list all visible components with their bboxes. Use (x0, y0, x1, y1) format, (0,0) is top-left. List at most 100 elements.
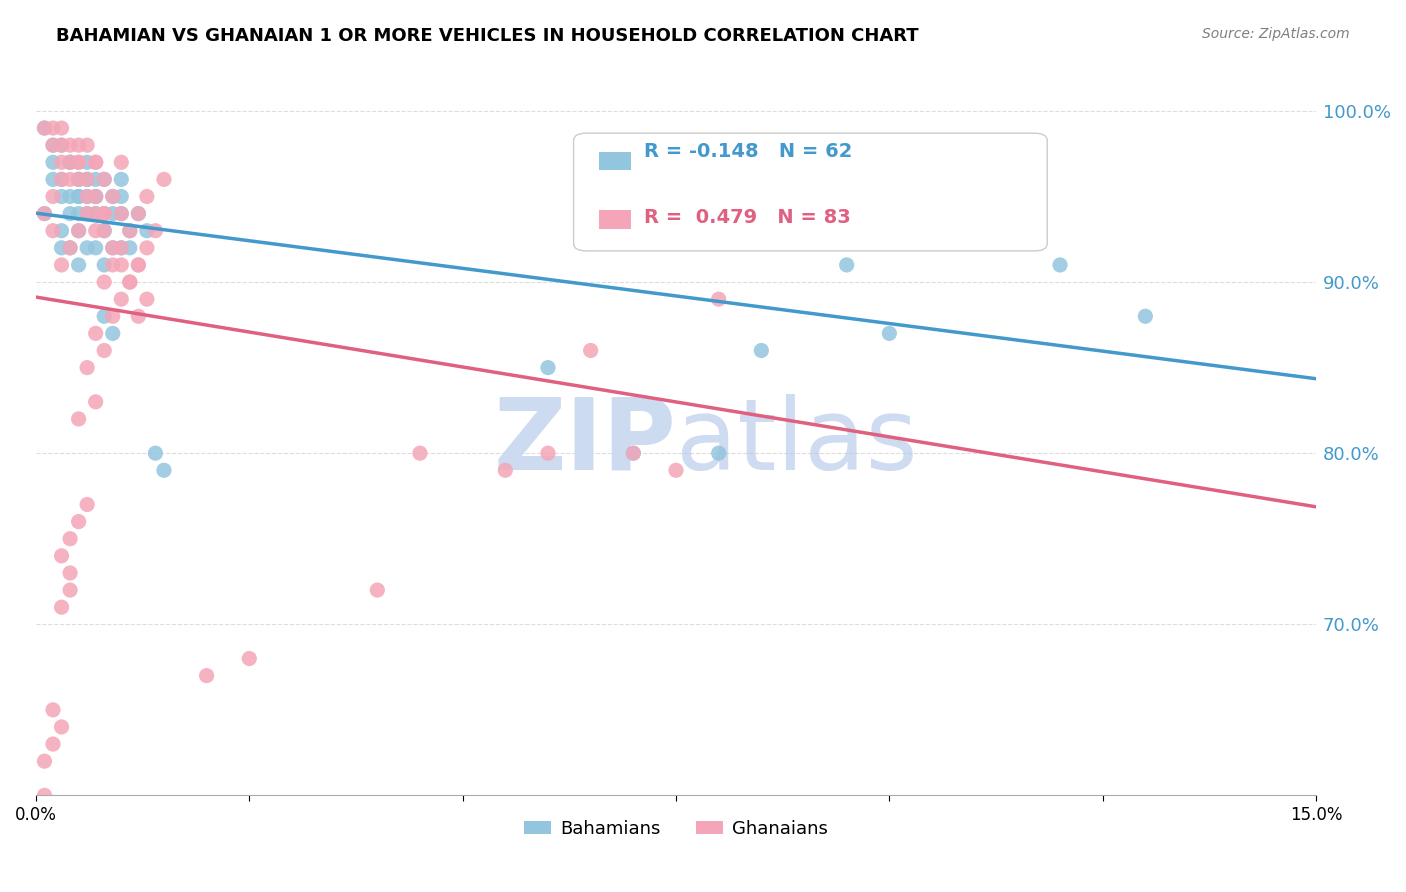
Point (135, 292, 157, 306)
Point (34, 206, 56, 220)
Point (84, 155, 107, 169)
Point (101, 241, 124, 255)
Point (110, 172, 132, 186)
Point (110, 292, 132, 306)
Point (118, 224, 141, 238)
Point (101, 189, 124, 203)
Point (93, 206, 115, 220)
Point (51, 155, 73, 169)
Point (110, 241, 132, 255)
Point (93, 258, 115, 272)
Point (84, 394, 107, 409)
Text: atlas: atlas (676, 393, 918, 491)
Point (665, 463, 688, 477)
Point (127, 258, 149, 272)
Point (67, 172, 90, 186)
Point (76, 360, 98, 375)
Point (67, 258, 90, 272)
Point (963, 224, 986, 238)
Point (76, 241, 98, 255)
Point (84, 206, 107, 220)
Point (51, 172, 73, 186)
Point (366, 583, 388, 598)
Text: BAHAMIAN VS GHANAIAN 1 OR MORE VEHICLES IN HOUSEHOLD CORRELATION CHART: BAHAMIAN VS GHANAIAN 1 OR MORE VEHICLES … (56, 27, 920, 45)
Point (118, 275, 141, 289)
Point (34, 206, 56, 220)
Point (84, 241, 107, 255)
Point (59, 583, 82, 598)
Point (67, 189, 90, 203)
Point (93, 343, 115, 358)
Point (84, 189, 107, 203)
Point (76, 138, 98, 153)
Point (749, 224, 772, 238)
Point (110, 206, 132, 220)
Point (793, 224, 815, 238)
Point (67, 172, 90, 186)
Point (59, 155, 82, 169)
Point (145, 224, 167, 238)
Point (84, 155, 107, 169)
Point (84, 172, 107, 186)
Point (51, 720, 73, 734)
Point (749, 343, 772, 358)
Point (51, 258, 73, 272)
Point (118, 241, 141, 255)
Point (135, 189, 157, 203)
Point (76, 172, 98, 186)
Point (145, 446, 167, 460)
Point (42, 224, 65, 238)
Point (34, 754, 56, 768)
Point (110, 241, 132, 255)
Point (42, 121, 65, 136)
Point (195, 668, 218, 682)
Point (93, 172, 115, 186)
Point (110, 206, 132, 220)
Point (51, 224, 73, 238)
Point (59, 155, 82, 169)
Point (51, 549, 73, 563)
Point (101, 206, 124, 220)
Point (118, 224, 141, 238)
Point (51, 600, 73, 615)
Point (153, 172, 176, 186)
Point (76, 189, 98, 203)
Point (67, 224, 90, 238)
Point (135, 241, 157, 255)
Point (42, 155, 65, 169)
Point (238, 651, 260, 665)
Text: R =  0.479   N = 83: R = 0.479 N = 83 (644, 209, 851, 227)
Point (84, 326, 107, 341)
Point (127, 206, 149, 220)
Point (110, 258, 132, 272)
Point (59, 566, 82, 580)
Point (67, 412, 90, 426)
Point (579, 343, 602, 358)
Point (42, 737, 65, 751)
Text: Source: ZipAtlas.com: Source: ZipAtlas.com (1202, 27, 1350, 41)
Point (59, 189, 82, 203)
Point (537, 446, 560, 460)
Point (1135, 310, 1157, 324)
Point (76, 206, 98, 220)
FancyBboxPatch shape (574, 133, 1047, 251)
Point (110, 189, 132, 203)
Point (621, 446, 644, 460)
Point (127, 258, 149, 272)
Point (707, 446, 730, 460)
Point (1049, 258, 1071, 272)
Point (707, 292, 730, 306)
Point (93, 206, 115, 220)
Point (67, 155, 90, 169)
Point (59, 206, 82, 220)
Point (135, 224, 157, 238)
Point (101, 326, 124, 341)
Point (51, 138, 73, 153)
FancyBboxPatch shape (599, 152, 631, 170)
Point (59, 532, 82, 546)
Text: ZIP: ZIP (494, 393, 676, 491)
Point (67, 172, 90, 186)
Point (118, 275, 141, 289)
Point (34, 789, 56, 803)
Legend: Bahamians, Ghanaians: Bahamians, Ghanaians (516, 813, 835, 846)
